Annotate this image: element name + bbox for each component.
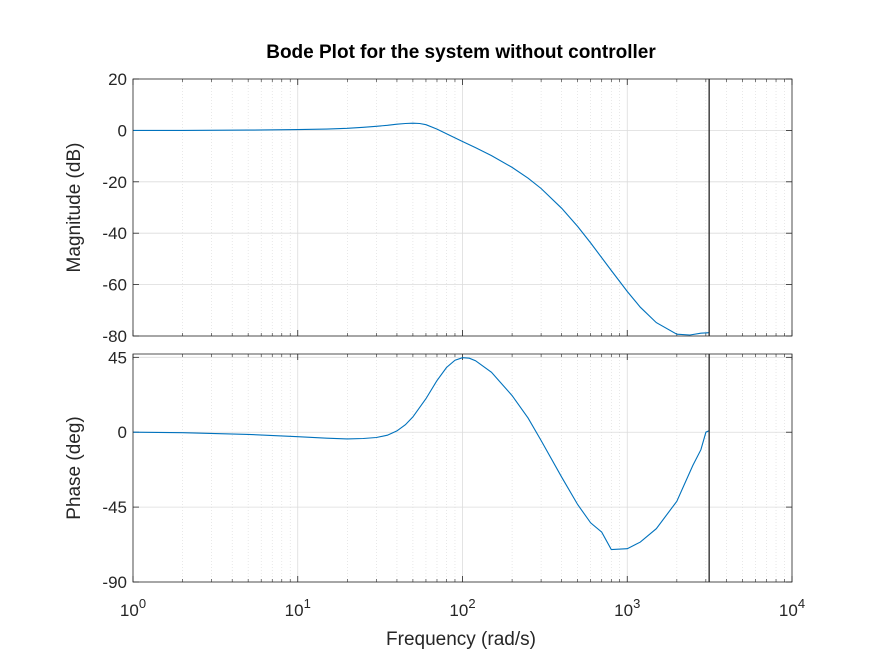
y-tick-label: 0 — [118, 423, 127, 442]
x-axis-label: Frequency (rad/s) — [386, 629, 536, 650]
phase-panel: 45 0 -45 -90 Phase (deg) — [64, 348, 793, 592]
magnitude-axes-box — [132, 78, 793, 337]
magnitude-y-axis-label: Magnitude (dB) — [64, 143, 85, 273]
y-tick-label: -80 — [102, 327, 127, 346]
y-tick-label: -40 — [102, 224, 127, 243]
phase-series — [132, 354, 710, 582]
y-tick-label: -90 — [102, 573, 127, 592]
x-tick-label: 100 — [120, 596, 146, 620]
y-tick-label: -60 — [102, 276, 127, 295]
y-tick-label: -45 — [102, 498, 127, 517]
y-tick-label: 45 — [108, 348, 127, 367]
chart-title: Bode Plot for the system without control… — [266, 42, 656, 63]
phase-y-ticks: 45 0 -45 -90 — [102, 348, 792, 592]
x-tick-label: 101 — [285, 596, 311, 620]
magnitude-series — [133, 79, 710, 336]
magnitude-line — [133, 122, 710, 336]
magnitude-panel: 20 0 -20 -40 -60 -80 Magnitude (dB) — [64, 70, 793, 346]
x-tick-label: 103 — [614, 596, 640, 620]
x-tick-label: 102 — [449, 596, 475, 620]
x-tick-label: 104 — [779, 596, 805, 620]
phase-axes-box — [132, 353, 793, 583]
y-tick-label: 20 — [108, 70, 127, 89]
x-tick-labels: 100 101 102 103 104 — [120, 596, 805, 620]
y-tick-label: 0 — [118, 121, 127, 140]
y-tick-label: -20 — [102, 173, 127, 192]
phase-line — [132, 357, 710, 551]
magnitude-y-ticks: 20 0 -20 -40 -60 -80 — [102, 70, 792, 346]
phase-y-axis-label: Phase (deg) — [64, 416, 85, 520]
